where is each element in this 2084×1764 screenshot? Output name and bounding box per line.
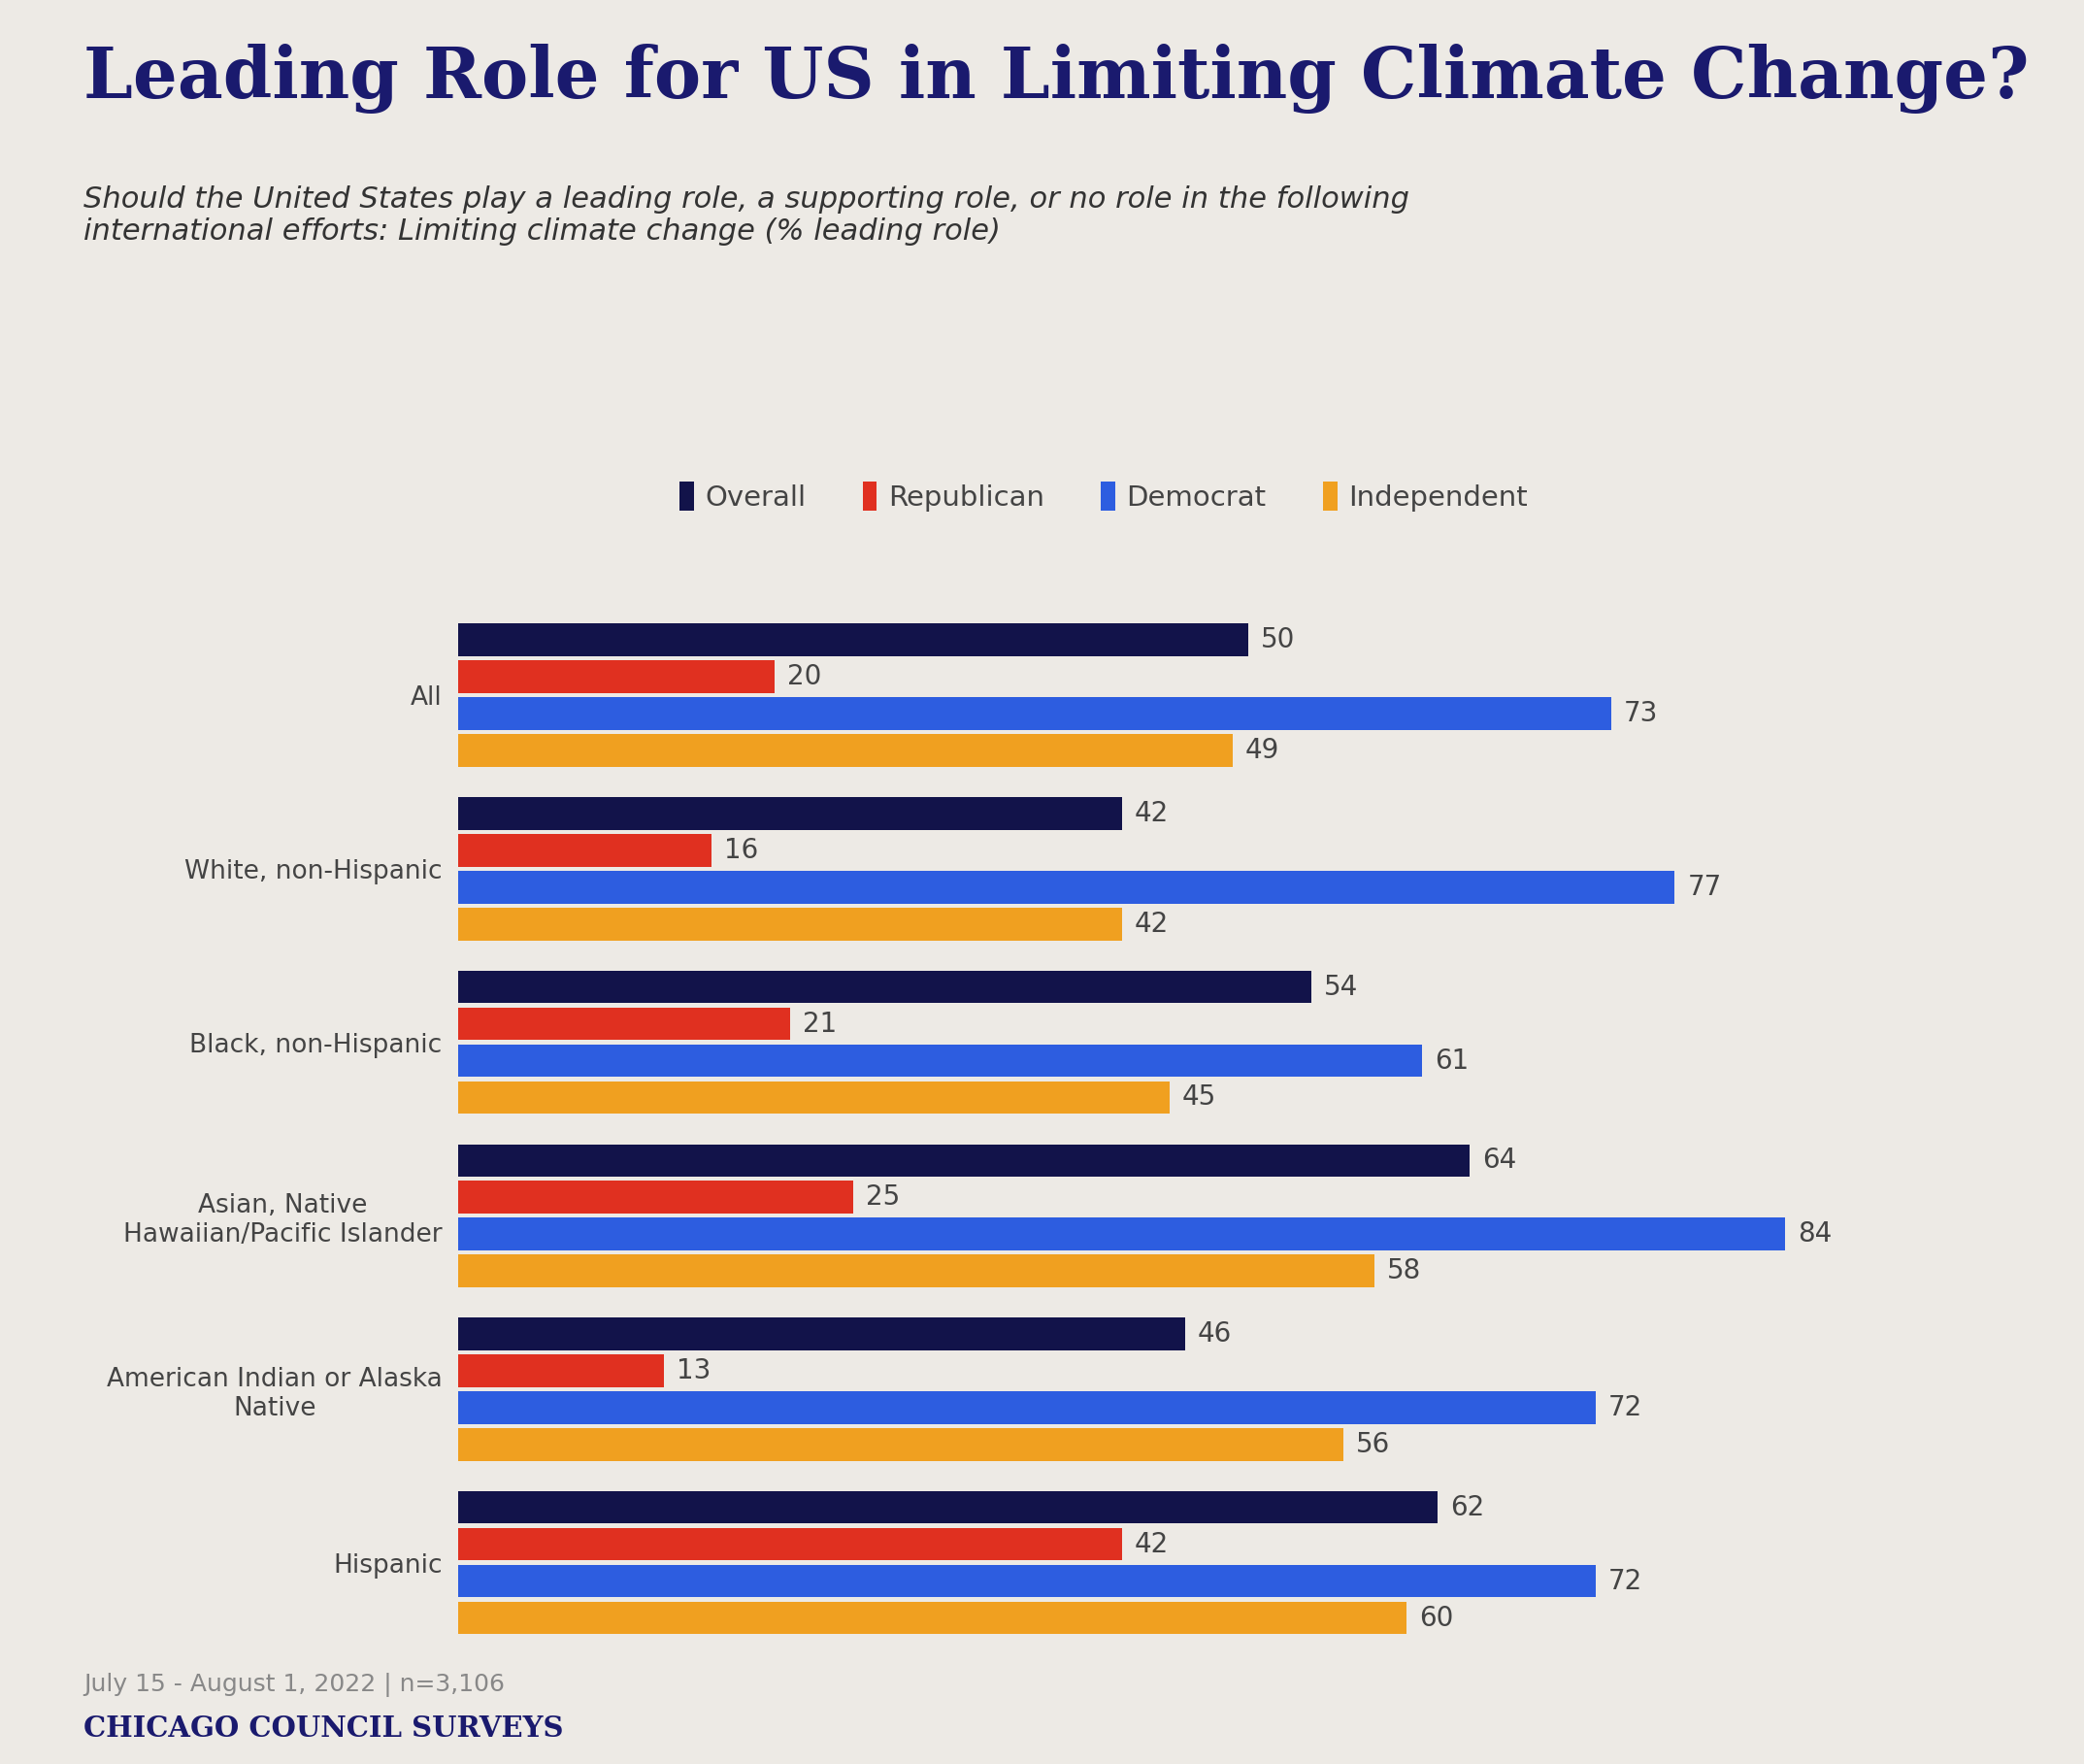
Text: 42: 42	[1134, 799, 1169, 827]
Text: 42: 42	[1134, 1531, 1169, 1558]
Text: 20: 20	[788, 663, 821, 690]
Text: 21: 21	[802, 1011, 838, 1037]
Bar	[458, 624, 1248, 656]
Text: 58: 58	[1388, 1258, 1421, 1284]
Bar	[458, 1081, 1169, 1113]
Bar	[458, 871, 1676, 903]
Bar	[458, 1217, 1786, 1251]
Bar	[458, 1602, 1407, 1633]
Bar	[458, 697, 1611, 730]
Bar	[458, 1182, 852, 1214]
Bar	[458, 1318, 1186, 1349]
Text: 50: 50	[1261, 626, 1294, 653]
Bar	[458, 734, 1232, 767]
Bar	[458, 1491, 1438, 1524]
Text: 64: 64	[1482, 1147, 1517, 1175]
Bar	[458, 908, 1121, 940]
Bar	[458, 1007, 790, 1041]
Text: CHICAGO COUNCIL SURVEYS: CHICAGO COUNCIL SURVEYS	[83, 1715, 563, 1743]
Text: 73: 73	[1623, 700, 1659, 727]
Text: 60: 60	[1419, 1605, 1453, 1632]
Text: 62: 62	[1450, 1494, 1484, 1521]
Text: 72: 72	[1609, 1568, 1642, 1595]
Text: Leading Role for US in Limiting Climate Change?: Leading Role for US in Limiting Climate …	[83, 44, 2030, 115]
Text: 84: 84	[1798, 1221, 1832, 1247]
Text: 42: 42	[1134, 910, 1169, 938]
Bar	[458, 660, 775, 693]
Text: 72: 72	[1609, 1394, 1642, 1422]
Bar	[458, 1392, 1596, 1424]
Bar	[458, 1254, 1375, 1288]
Text: 25: 25	[867, 1184, 900, 1210]
Text: Should the United States play a leading role, a supporting role, or no role in t: Should the United States play a leading …	[83, 185, 1409, 245]
Text: July 15 - August 1, 2022 | n=3,106: July 15 - August 1, 2022 | n=3,106	[83, 1672, 504, 1697]
Text: 56: 56	[1355, 1431, 1390, 1459]
Bar	[458, 834, 711, 866]
Text: 61: 61	[1434, 1048, 1469, 1074]
Bar	[458, 797, 1121, 829]
Text: 54: 54	[1323, 974, 1359, 1000]
Text: 46: 46	[1198, 1319, 1232, 1348]
Text: 49: 49	[1244, 737, 1280, 764]
Text: 77: 77	[1688, 873, 1721, 901]
Bar	[458, 1565, 1596, 1598]
Bar	[458, 1528, 1121, 1561]
Text: 16: 16	[723, 836, 759, 864]
Text: 45: 45	[1182, 1083, 1217, 1111]
Bar	[458, 1355, 665, 1387]
Bar	[458, 1044, 1421, 1076]
Bar	[458, 1429, 1342, 1461]
Legend: Overall, Republican, Democrat, Independent: Overall, Republican, Democrat, Independe…	[679, 482, 1528, 512]
Text: 13: 13	[677, 1357, 711, 1385]
Bar	[458, 1145, 1469, 1177]
Bar	[458, 970, 1311, 1004]
